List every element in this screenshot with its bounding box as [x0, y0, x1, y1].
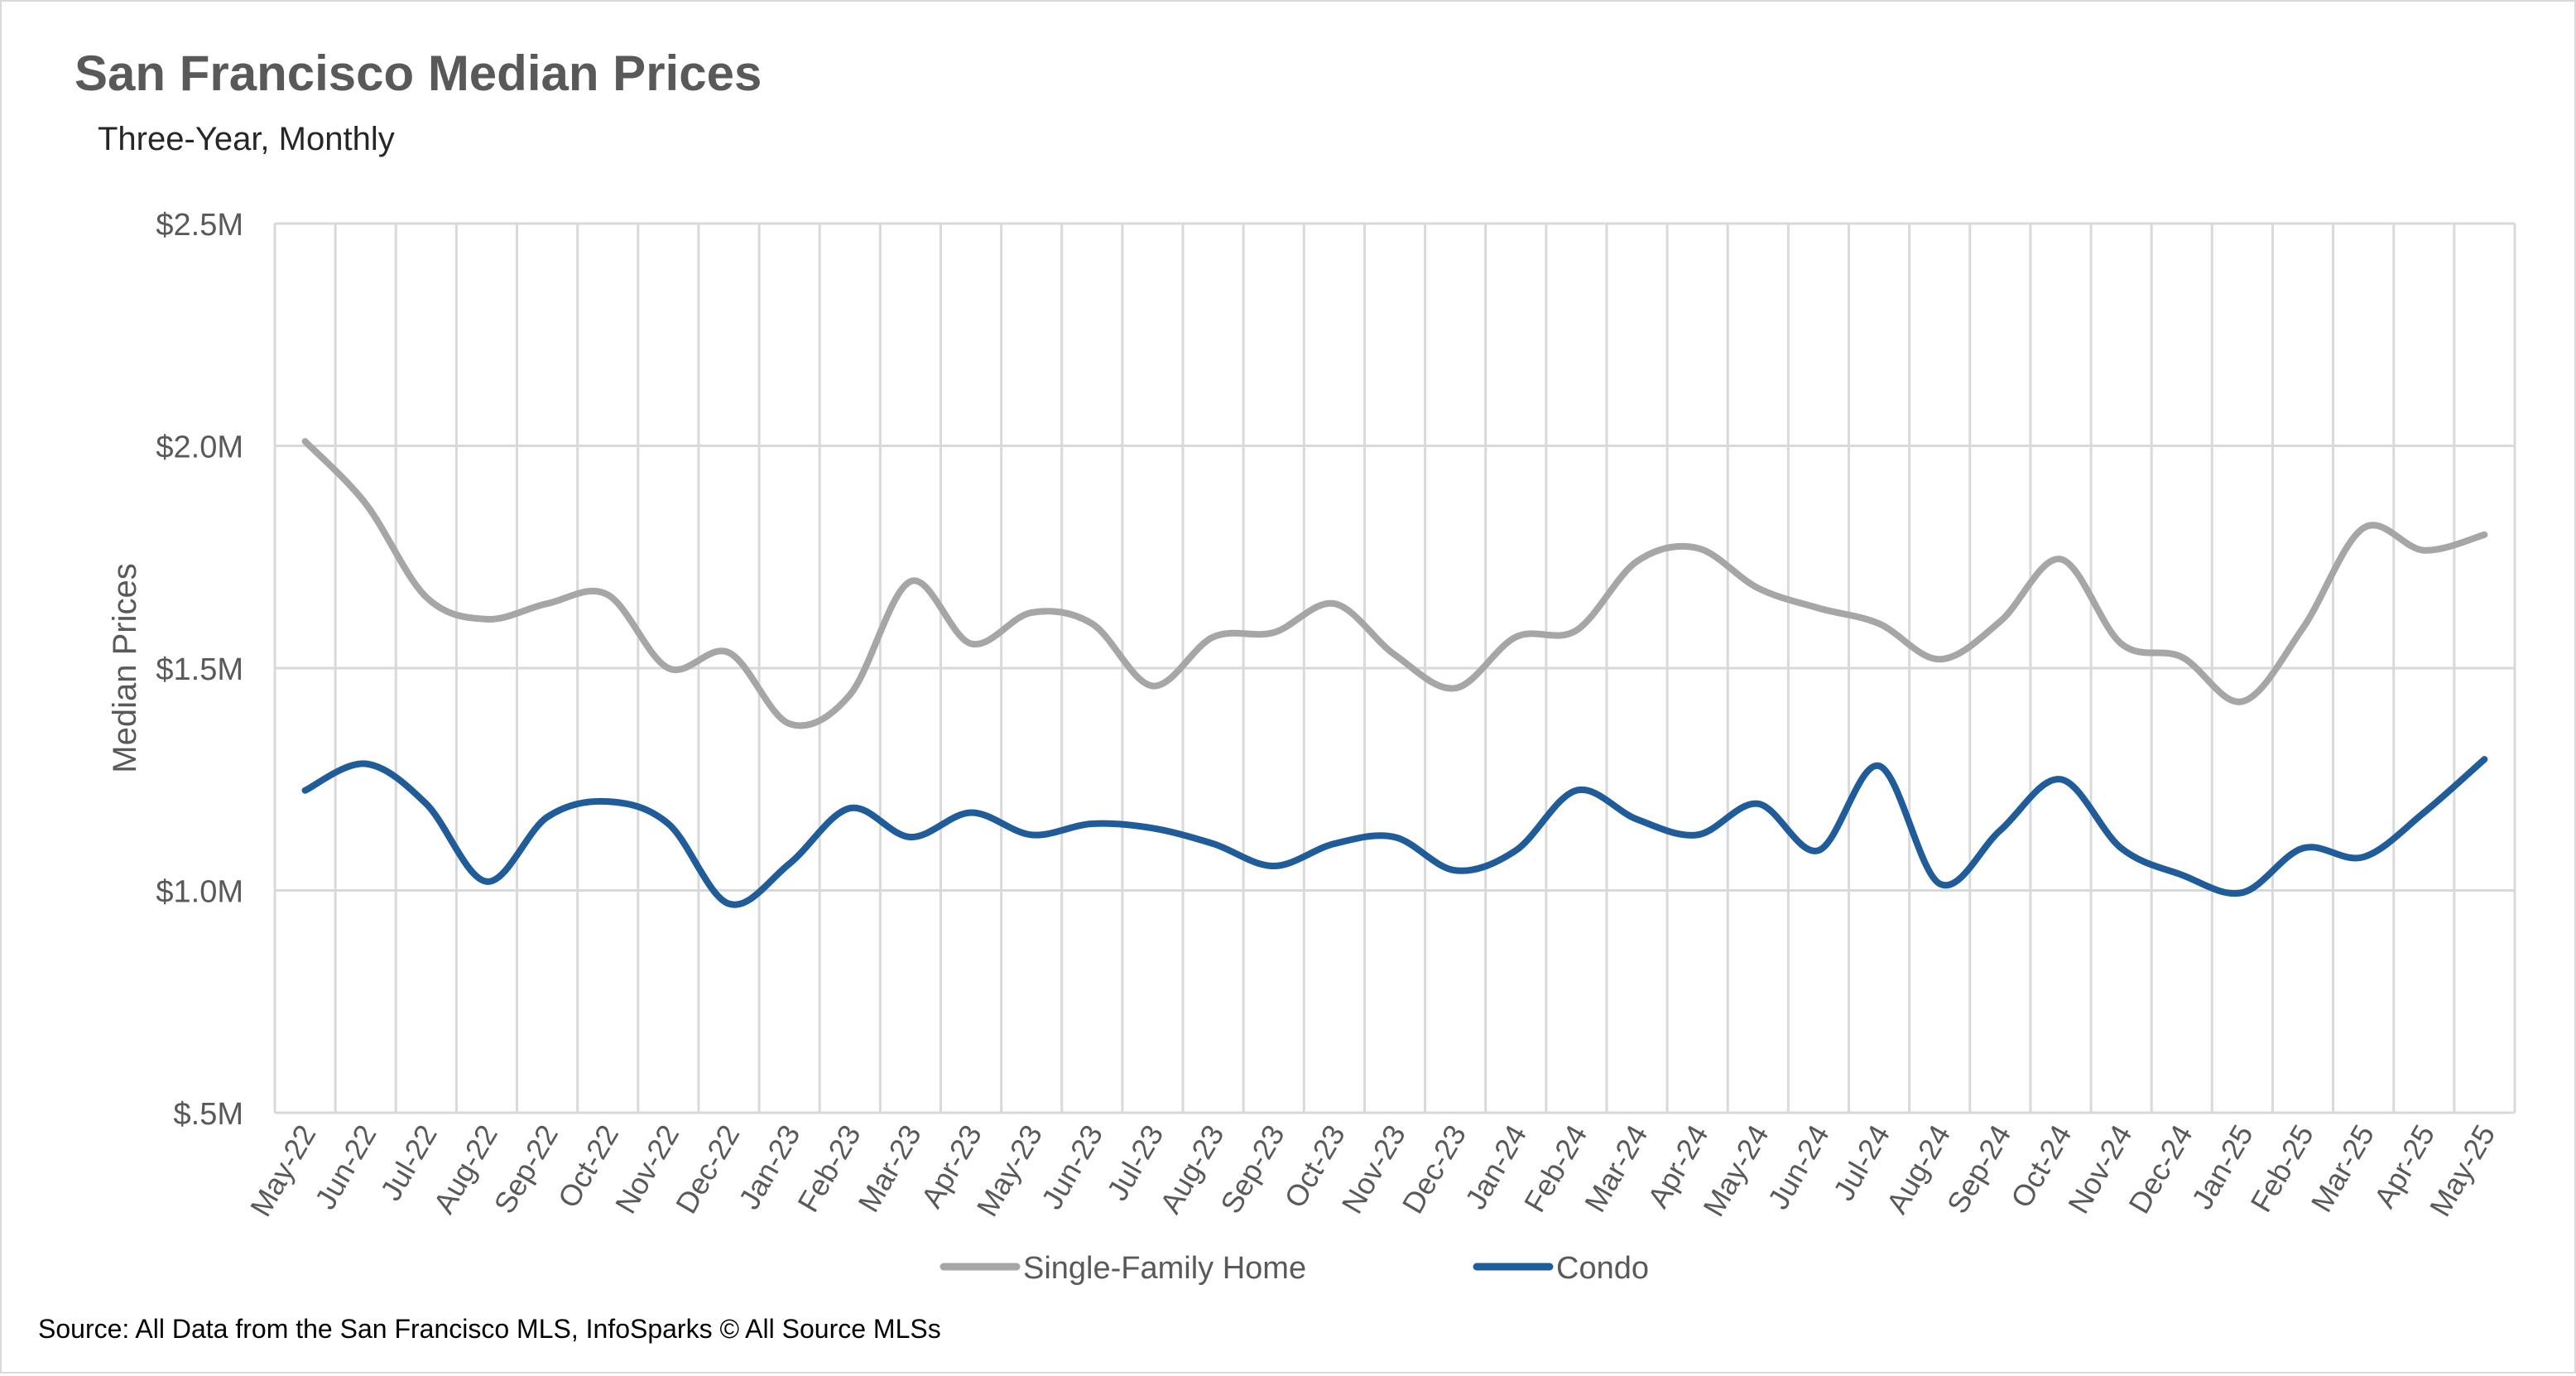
data-point-condo	[2360, 854, 2367, 860]
data-point-single-family-home	[665, 665, 671, 671]
data-point-single-family-home	[1815, 605, 1822, 612]
data-point-condo	[544, 814, 550, 820]
data-point-condo	[1755, 801, 1761, 807]
data-point-condo	[2300, 844, 2306, 851]
data-point-single-family-home	[2057, 556, 2064, 562]
data-point-condo	[1815, 847, 1822, 854]
y-tick-label: $1.0M	[156, 875, 243, 910]
data-point-single-family-home	[1331, 600, 1338, 607]
data-point-single-family-home	[1876, 620, 1882, 627]
data-point-condo	[1452, 867, 1459, 873]
data-point-single-family-home	[2300, 625, 2306, 632]
x-tick-label: Jun-24	[1761, 1119, 1836, 1215]
data-point-single-family-home	[2360, 525, 2367, 532]
y-tick-labels: $.5M $1.0M $1.5M $2.0M $2.5M	[156, 208, 243, 1132]
y-tick-label: $1.5M	[156, 652, 243, 687]
x-tick-label: Jun-23	[1035, 1119, 1110, 1215]
data-point-condo	[2179, 872, 2185, 878]
series-line-single-family-home	[301, 438, 2488, 729]
x-tick-label: May-22	[243, 1119, 323, 1222]
data-point-single-family-home	[544, 600, 550, 607]
data-point-condo	[2481, 756, 2487, 763]
data-point-single-family-home	[907, 578, 914, 585]
legend: Single-Family Home Condo	[940, 1251, 1649, 1286]
data-point-condo	[2239, 889, 2246, 896]
data-point-condo	[483, 878, 490, 885]
y-tick-label: $.5M	[174, 1097, 243, 1132]
data-point-condo	[907, 834, 914, 840]
data-point-condo	[1634, 816, 1641, 823]
data-point-single-family-home	[1634, 558, 1641, 565]
data-point-single-family-home	[1028, 609, 1035, 616]
data-point-single-family-home	[847, 691, 853, 698]
data-point-condo	[1028, 831, 1035, 838]
y-tick-label: $2.0M	[156, 431, 243, 465]
data-point-single-family-home	[1512, 633, 1519, 640]
data-point-single-family-home	[1573, 627, 1579, 633]
y-tick-label: $2.5M	[156, 208, 243, 243]
data-point-single-family-home	[1391, 652, 1398, 658]
data-point-condo	[1210, 840, 1217, 847]
data-point-condo	[1391, 834, 1398, 840]
data-point-condo	[1936, 880, 1943, 887]
data-point-condo	[2118, 844, 2125, 851]
data-point-condo	[847, 805, 853, 811]
data-point-single-family-home	[2481, 532, 2487, 538]
data-point-condo	[968, 810, 974, 816]
data-point-condo	[604, 798, 611, 805]
data-point-condo	[1149, 825, 1156, 831]
data-point-condo	[2057, 776, 2064, 782]
data-point-single-family-home	[786, 720, 793, 727]
data-point-condo	[1997, 827, 2003, 834]
data-point-condo	[1876, 763, 1882, 769]
data-point-condo	[423, 801, 430, 807]
data-point-single-family-home	[726, 649, 733, 656]
data-point-single-family-home	[604, 591, 611, 598]
data-point-single-family-home	[1755, 585, 1761, 591]
data-point-single-family-home	[2420, 547, 2427, 554]
x-tick-label: Jun-22	[308, 1119, 383, 1215]
data-point-single-family-home	[1997, 618, 2003, 625]
legend-label-single-family-home: Single-Family Home	[1023, 1251, 1306, 1286]
data-point-single-family-home	[2239, 698, 2246, 705]
series-line-condo	[301, 756, 2488, 908]
data-point-condo	[2420, 810, 2427, 816]
data-point-single-family-home	[1694, 545, 1701, 551]
chart-title: San Francisco Median Prices	[74, 46, 762, 101]
data-point-condo	[665, 820, 671, 827]
legend-label-condo: Condo	[1556, 1251, 1649, 1286]
data-point-single-family-home	[1271, 629, 1277, 636]
data-point-single-family-home	[1089, 620, 1095, 627]
data-point-condo	[1089, 820, 1095, 827]
data-point-condo	[302, 787, 309, 794]
x-tick-labels: May-22Jun-22Jul-22Aug-22Sep-22Oct-22Nov-…	[243, 1119, 2502, 1222]
data-point-single-family-home	[1149, 682, 1156, 689]
data-point-single-family-home	[968, 640, 974, 647]
series-layer	[301, 438, 2488, 908]
data-point-single-family-home	[483, 616, 490, 623]
data-point-single-family-home	[363, 500, 369, 507]
y-axis-label: Median Prices	[107, 563, 143, 772]
data-point-condo	[1694, 831, 1701, 838]
grid-layer	[273, 222, 2516, 1114]
data-point-single-family-home	[1936, 656, 1943, 662]
data-point-single-family-home	[1210, 633, 1217, 640]
data-point-single-family-home	[2179, 654, 2185, 661]
data-point-single-family-home	[302, 438, 309, 445]
data-point-condo	[1331, 840, 1338, 847]
data-point-condo	[363, 760, 369, 767]
data-point-condo	[1573, 787, 1579, 794]
data-point-condo	[726, 901, 733, 907]
data-point-single-family-home	[2118, 640, 2125, 647]
data-point-condo	[786, 860, 793, 867]
chart-subtitle: Three-Year, Monthly	[98, 121, 395, 157]
data-point-single-family-home	[1452, 685, 1459, 691]
data-point-condo	[1271, 863, 1277, 869]
source-note: Source: All Data from the San Francisco …	[38, 1314, 941, 1344]
data-point-single-family-home	[423, 594, 430, 600]
data-point-condo	[1512, 847, 1519, 854]
